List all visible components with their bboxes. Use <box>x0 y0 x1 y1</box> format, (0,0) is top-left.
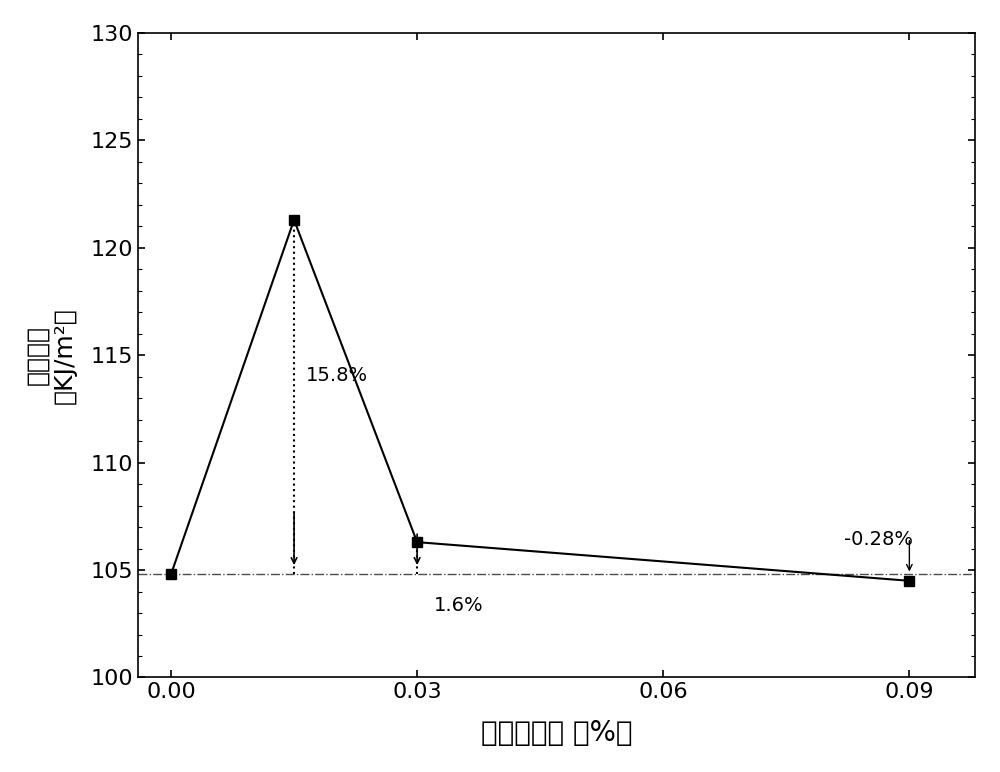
Y-axis label: 冲击强度
（KJ/m²）: 冲击强度 （KJ/m²） <box>25 306 77 404</box>
Text: 1.6%: 1.6% <box>434 596 483 615</box>
X-axis label: 石墨烯含量 （%）: 石墨烯含量 （%） <box>481 719 632 747</box>
Text: -0.28%: -0.28% <box>844 530 913 549</box>
Text: 15.8%: 15.8% <box>306 366 368 385</box>
